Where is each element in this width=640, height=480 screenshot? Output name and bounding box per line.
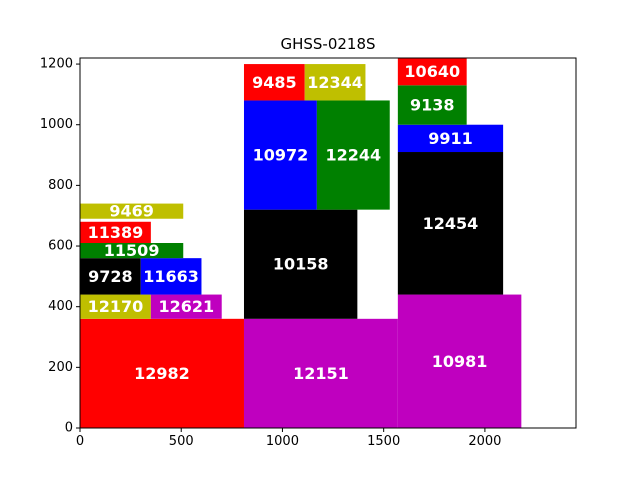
treemap-rect — [80, 203, 184, 219]
y-tick-label: 600 — [48, 239, 73, 254]
treemap-rect — [80, 258, 141, 295]
x-axis: 0 500 1000 1500 2000 — [76, 428, 501, 449]
y-tick-label: 1000 — [40, 117, 73, 132]
rect-label: 11509 — [104, 241, 160, 260]
treemap-rect — [243, 100, 317, 210]
rect-label: 12170 — [88, 297, 144, 316]
y-tick-label: 400 — [48, 299, 73, 314]
rect-label: 10972 — [253, 146, 309, 165]
treemap-rect — [243, 64, 305, 101]
treemap-rect — [80, 243, 184, 259]
treemap-rect — [397, 294, 522, 428]
rect-label: 10158 — [273, 255, 329, 274]
x-tick-label: 1500 — [367, 434, 400, 449]
y-tick-label: 0 — [65, 421, 73, 436]
treemap-rect — [397, 58, 467, 86]
treemap-rect — [80, 318, 244, 428]
rect-label: 11389 — [88, 223, 144, 242]
treemap-rect — [80, 294, 151, 319]
rect-label: 11663 — [143, 267, 199, 286]
rect-label: 10981 — [432, 352, 488, 371]
y-axis: 0 200 400 600 800 1000 1200 — [40, 57, 80, 436]
treemap-rect — [140, 258, 202, 295]
rect-label: 12151 — [293, 364, 349, 383]
y-tick-label: 200 — [48, 360, 73, 375]
rect-label: 12454 — [423, 214, 479, 233]
x-tick-label: 500 — [169, 434, 194, 449]
rect-label: 10640 — [404, 62, 460, 81]
treemap-rect — [304, 64, 366, 101]
rect-label: 9485 — [252, 73, 297, 92]
rect-label: 12982 — [134, 364, 190, 383]
y-tick-label: 1200 — [40, 57, 73, 72]
treemap-rect — [243, 318, 398, 428]
treemap-rect — [80, 221, 151, 243]
rect-label: 9469 — [109, 202, 154, 221]
rect-label: 12621 — [158, 297, 214, 316]
chart-title: GHSS-0218S — [280, 35, 375, 53]
treemap-rect — [316, 100, 390, 210]
rect-label: 12344 — [307, 73, 363, 92]
x-tick-label: 0 — [76, 434, 84, 449]
plot-frame — [79, 57, 577, 429]
treemap-rect — [397, 124, 504, 153]
x-tick-label: 2000 — [468, 434, 501, 449]
rect-label: 9138 — [410, 96, 455, 115]
rect-label: 9911 — [428, 129, 473, 148]
treemap-rect — [243, 209, 358, 319]
treemap-rect — [150, 294, 222, 319]
y-tick-label: 800 — [48, 178, 73, 193]
treemap-rect — [397, 85, 467, 125]
treemap-rect — [397, 152, 504, 295]
rect-label: 12244 — [325, 146, 381, 165]
x-tick-label: 1000 — [266, 434, 299, 449]
rect-label: 9728 — [88, 267, 133, 286]
